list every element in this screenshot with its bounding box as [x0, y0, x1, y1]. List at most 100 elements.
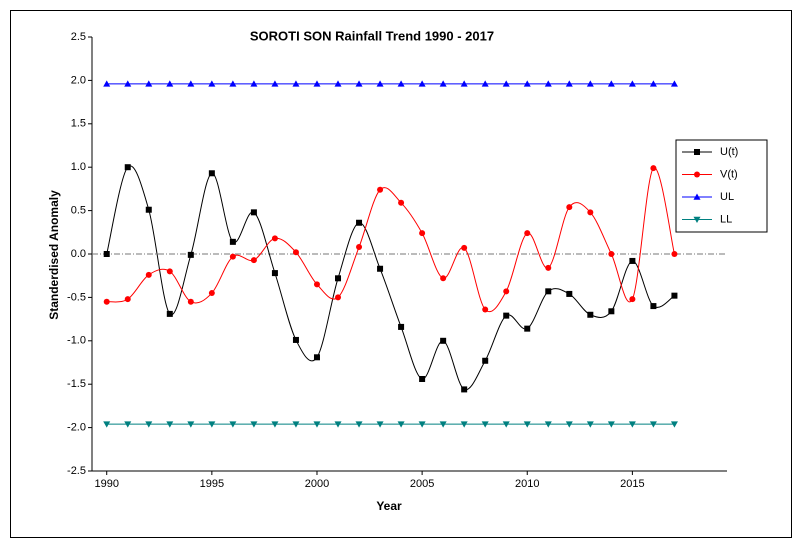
marker	[481, 421, 489, 428]
marker	[145, 206, 152, 213]
series-line	[106, 165, 675, 391]
marker	[208, 80, 216, 87]
marker	[607, 80, 615, 87]
y-tick-label: 0.0	[71, 248, 86, 260]
marker	[545, 264, 552, 271]
marker	[377, 265, 384, 272]
marker	[502, 80, 510, 87]
marker	[103, 421, 111, 428]
marker	[461, 244, 468, 251]
marker	[694, 171, 700, 178]
marker	[250, 209, 257, 216]
marker	[544, 421, 552, 428]
marker	[376, 80, 384, 87]
y-tick-label: -0.5	[67, 291, 86, 303]
marker	[124, 164, 131, 171]
marker	[397, 80, 405, 87]
marker	[503, 288, 510, 295]
y-tick-label: 1.0	[71, 161, 86, 173]
marker	[460, 80, 468, 87]
marker	[166, 421, 174, 428]
marker	[292, 249, 299, 256]
marker	[377, 186, 384, 193]
marker	[566, 290, 573, 297]
marker	[481, 80, 489, 87]
marker	[482, 357, 489, 364]
x-tick-label: 2000	[305, 478, 329, 490]
y-tick-label: 2.5	[71, 31, 86, 43]
x-axis-label: Year	[376, 499, 402, 513]
marker	[334, 421, 342, 428]
marker	[398, 199, 405, 206]
marker	[440, 337, 447, 344]
x-tick-label: 2005	[410, 478, 434, 490]
y-tick-label: -2.5	[67, 465, 86, 477]
marker	[586, 421, 594, 428]
marker	[187, 298, 194, 305]
x-tick-label: 1995	[200, 478, 224, 490]
marker	[439, 80, 447, 87]
marker	[670, 421, 678, 428]
y-tick-label: -2.0	[67, 422, 86, 434]
marker	[587, 209, 594, 216]
marker	[649, 80, 657, 87]
marker	[565, 421, 573, 428]
marker	[250, 257, 257, 264]
legend-box	[675, 139, 768, 233]
legend-label: LL	[720, 213, 732, 225]
y-tick-label: -1.5	[67, 378, 86, 390]
marker	[313, 354, 320, 361]
marker	[419, 375, 426, 382]
marker	[292, 80, 300, 87]
marker	[565, 80, 573, 87]
marker	[608, 308, 615, 315]
marker	[482, 306, 489, 313]
chart-title: SOROTI SON Rainfall Trend 1990 - 2017	[250, 28, 494, 43]
series-line	[106, 167, 675, 313]
marker	[187, 251, 194, 258]
y-tick-label: -1.0	[67, 335, 86, 347]
marker	[628, 80, 636, 87]
marker	[650, 303, 657, 310]
marker	[103, 251, 110, 257]
marker	[208, 170, 215, 177]
marker	[271, 80, 279, 87]
marker	[650, 165, 657, 172]
marker	[440, 275, 447, 282]
marker	[355, 80, 363, 87]
marker	[608, 251, 615, 257]
marker	[524, 325, 531, 332]
marker	[670, 80, 678, 87]
marker	[229, 253, 236, 260]
marker	[313, 281, 320, 288]
marker	[418, 421, 426, 428]
marker	[503, 312, 510, 319]
marker	[524, 230, 531, 237]
marker	[586, 80, 594, 87]
y-tick-label: 0.5	[71, 205, 86, 217]
marker	[166, 310, 173, 317]
marker	[229, 421, 237, 428]
marker	[124, 80, 132, 87]
marker	[187, 80, 195, 87]
marker	[356, 219, 363, 226]
x-tick-label: 2010	[515, 478, 539, 490]
marker	[145, 80, 153, 87]
marker	[208, 290, 215, 297]
marker	[694, 149, 700, 155]
marker	[607, 421, 615, 428]
marker	[313, 80, 321, 87]
marker	[629, 257, 636, 264]
y-tick-label: 2.0	[71, 74, 86, 86]
marker	[335, 294, 342, 301]
x-tick-label: 1990	[94, 478, 118, 490]
y-axis-label: Standerdised Anomaly	[47, 190, 61, 320]
marker	[628, 421, 636, 428]
marker	[208, 421, 216, 428]
marker	[671, 251, 678, 257]
marker	[124, 421, 132, 428]
marker	[671, 292, 678, 299]
marker	[502, 421, 510, 428]
marker	[292, 336, 299, 343]
